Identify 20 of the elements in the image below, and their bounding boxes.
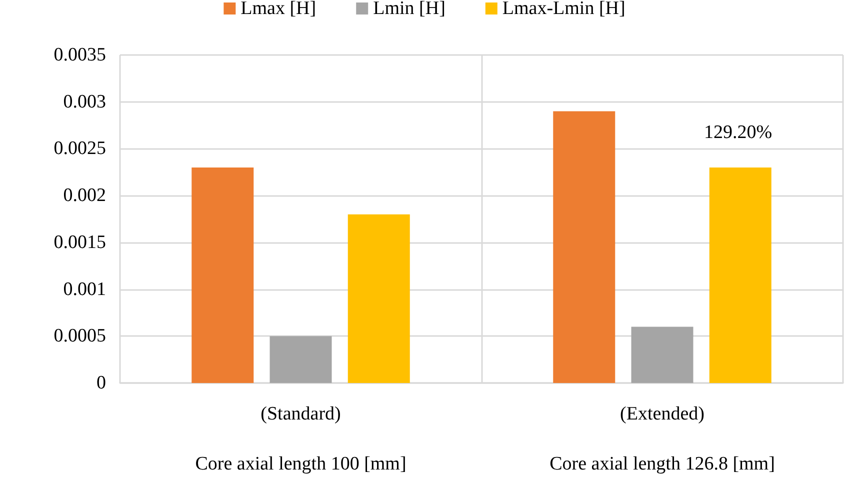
y-tick-label: 0.0015 xyxy=(54,232,106,253)
bar xyxy=(270,336,332,383)
y-tick-label: 0.003 xyxy=(63,91,106,112)
annotation: 129.20% xyxy=(704,122,772,143)
legend-label: Lmax-Lmin [H] xyxy=(502,0,626,19)
y-tick-label: 0.0005 xyxy=(54,326,106,347)
bar xyxy=(553,111,616,383)
bar xyxy=(631,326,694,383)
legend-label: Lmin [H] xyxy=(373,0,446,19)
category-label: (Standard) Core axial length 100 [mm] xyxy=(195,404,406,474)
y-tick-label: 0.0025 xyxy=(54,138,106,160)
bar xyxy=(709,167,772,383)
legend-label: Lmax [H] xyxy=(240,0,316,19)
bar xyxy=(192,167,254,383)
y-tick-label: 0 xyxy=(96,372,106,394)
category-label: (Extended) Core axial length 126.8 [mm] xyxy=(550,404,775,474)
y-tick-label: 0.002 xyxy=(63,185,106,206)
y-tick-label: 0.0035 xyxy=(54,44,106,66)
y-tick-label: 0.001 xyxy=(63,278,106,300)
bar xyxy=(348,214,410,383)
